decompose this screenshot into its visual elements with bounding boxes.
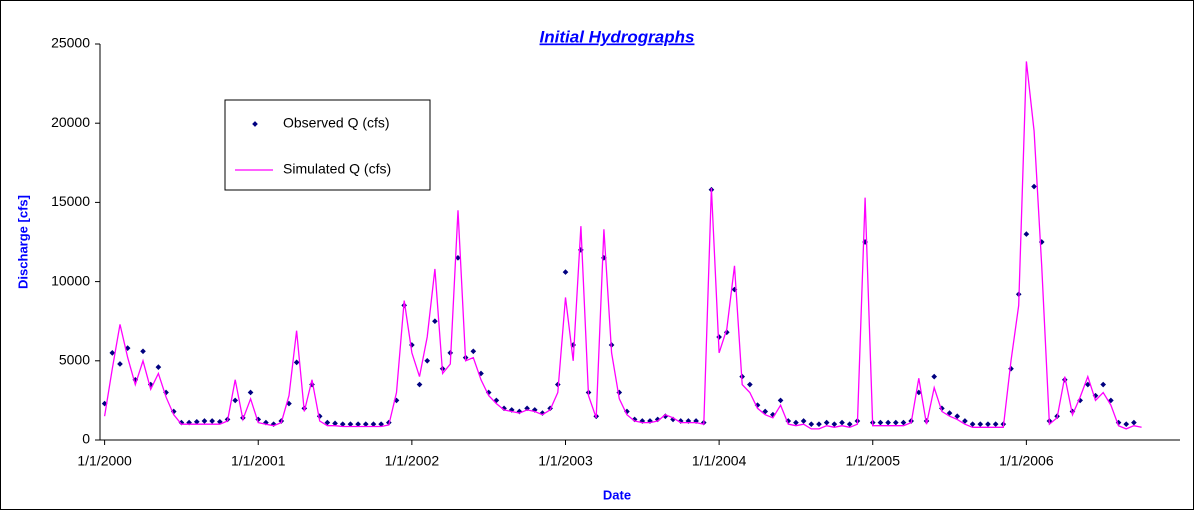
data-point xyxy=(916,389,922,396)
data-point xyxy=(332,420,338,427)
x-tick-label: 1/1/2004 xyxy=(692,453,747,469)
data-point xyxy=(247,389,254,396)
data-point xyxy=(362,421,369,427)
data-point xyxy=(562,269,569,275)
y-tick-label: 0 xyxy=(82,431,90,447)
data-point xyxy=(892,419,899,426)
y-tick-label: 25000 xyxy=(51,35,90,51)
data-point xyxy=(969,421,976,427)
data-point xyxy=(992,421,999,427)
x-tick-label: 1/1/2002 xyxy=(385,453,440,469)
series-line xyxy=(103,61,1142,430)
data-point xyxy=(808,421,815,427)
data-point xyxy=(232,397,239,404)
data-point xyxy=(816,421,822,427)
data-point xyxy=(209,418,215,424)
data-point xyxy=(193,418,200,425)
data-point xyxy=(823,419,830,426)
data-point xyxy=(962,418,968,424)
y-axis-label: Discharge [cfs] xyxy=(15,195,30,289)
data-point xyxy=(1100,381,1107,388)
data-point xyxy=(155,364,162,370)
data-point xyxy=(1031,183,1037,190)
legend-marker xyxy=(252,121,258,127)
data-point xyxy=(1123,421,1130,427)
x-tick-label: 1/1/2003 xyxy=(538,453,593,469)
data-point xyxy=(1131,419,1137,426)
data-point xyxy=(432,318,438,325)
y-tick-label: 20000 xyxy=(51,114,90,130)
data-point xyxy=(117,361,123,367)
data-point xyxy=(109,350,116,356)
legend-label: Simulated Q (cfs) xyxy=(283,161,391,177)
data-point xyxy=(747,381,753,388)
legend-box xyxy=(224,99,431,191)
data-point xyxy=(977,421,984,427)
data-point xyxy=(885,419,891,426)
data-point xyxy=(985,421,991,427)
data-point xyxy=(846,421,853,427)
legend-label: Observed Q (cfs) xyxy=(283,115,390,131)
data-point xyxy=(931,373,938,380)
x-tick-label: 1/1/2005 xyxy=(845,453,900,469)
data-point xyxy=(370,421,377,427)
y-tick-label: 5000 xyxy=(59,352,90,368)
data-point xyxy=(839,419,845,426)
data-point xyxy=(1023,231,1030,237)
x-tick-label: 1/1/2000 xyxy=(77,453,132,469)
data-point xyxy=(140,348,146,355)
data-point xyxy=(470,348,477,355)
x-tick-label: 1/1/2006 xyxy=(999,453,1054,469)
data-point xyxy=(416,381,423,388)
y-tick-label: 10000 xyxy=(51,272,90,288)
data-point xyxy=(339,421,346,427)
data-point xyxy=(355,421,361,427)
data-point xyxy=(900,419,907,426)
x-tick-label: 1/1/2001 xyxy=(231,453,286,469)
data-point xyxy=(424,357,431,364)
data-point xyxy=(777,397,784,404)
data-point xyxy=(201,418,208,424)
y-tick-label: 15000 xyxy=(51,193,90,209)
data-point xyxy=(293,359,300,366)
chart-title: Initial Hydrographs xyxy=(540,27,695,46)
data-point xyxy=(324,419,331,426)
data-point xyxy=(455,255,461,261)
data-point xyxy=(831,421,838,427)
data-point xyxy=(954,413,961,420)
data-point xyxy=(946,410,953,416)
data-point xyxy=(347,421,354,427)
x-axis-label: Date xyxy=(603,487,631,502)
data-point xyxy=(800,418,807,424)
data-point xyxy=(877,419,884,426)
data-point xyxy=(793,419,799,426)
